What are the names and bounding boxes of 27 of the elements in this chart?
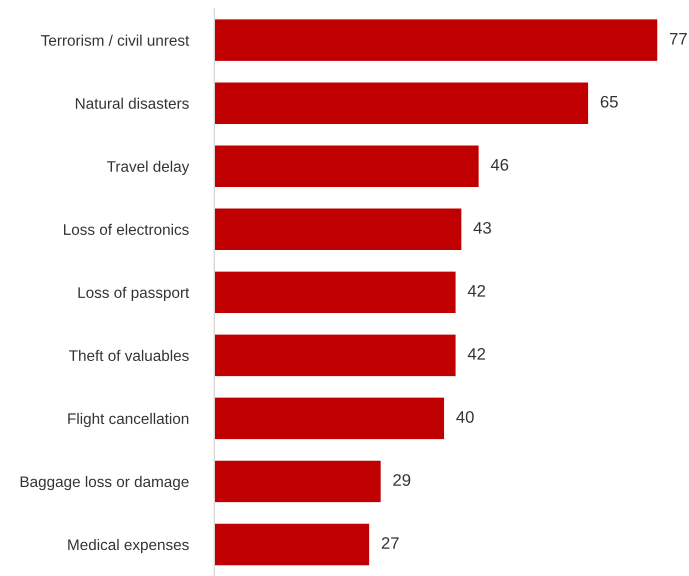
data-label: 42 (468, 284, 486, 297)
data-label: 29 (393, 474, 410, 486)
data-label: 42 (468, 348, 486, 360)
data-label: 77 (670, 33, 687, 44)
bar (214, 144, 480, 188)
data-label: 46 (490, 158, 508, 171)
bar (214, 522, 371, 567)
y-tick-label: Theft of valuables (69, 350, 189, 362)
bar (214, 81, 590, 126)
bar (214, 396, 446, 441)
y-tick-label: Natural disasters (76, 98, 189, 109)
bar (214, 270, 457, 314)
bar (214, 18, 659, 62)
data-label: 27 (382, 537, 399, 549)
y-tick-label: Baggage loss or damage (20, 476, 189, 490)
bar (214, 207, 463, 252)
y-tick-label: Medical expenses (68, 538, 189, 554)
y-tick-label: Travel delay (106, 160, 190, 175)
data-label: 40 (456, 411, 474, 423)
bar (214, 333, 457, 378)
data-label: 43 (474, 222, 491, 234)
y-tick-label: Terrorism / civil unrest (41, 34, 190, 46)
y-tick-label: Loss of passport (78, 286, 190, 302)
y-tick-label: Flight cancellation (68, 412, 188, 428)
bar (214, 459, 382, 504)
y-tick-label: Loss of electronics (64, 224, 189, 235)
data-label: 65 (600, 96, 618, 108)
